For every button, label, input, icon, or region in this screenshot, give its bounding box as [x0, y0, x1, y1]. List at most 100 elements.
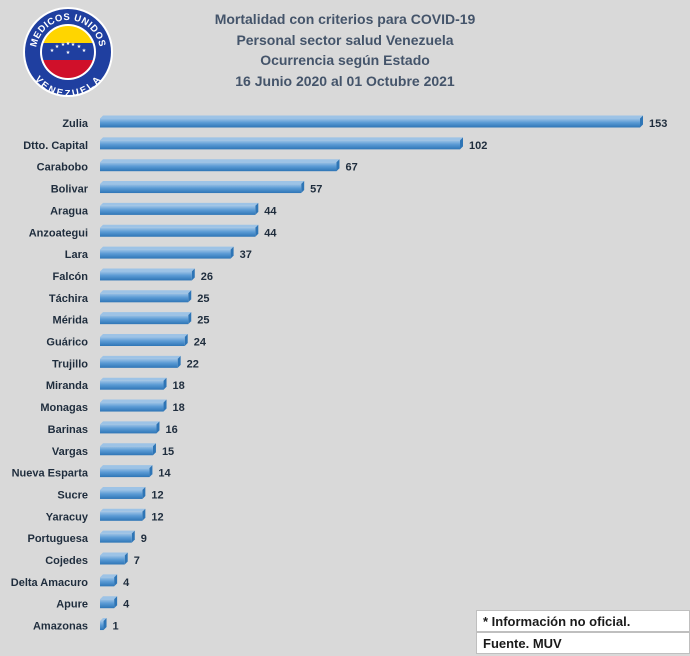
value-label: 14	[158, 468, 171, 480]
bar-side-face	[163, 399, 167, 412]
bar-side-face	[114, 574, 118, 587]
bar	[100, 533, 132, 543]
bar	[100, 337, 185, 346]
bar-group: Miranda 18	[46, 377, 185, 392]
category-label: Guárico	[46, 337, 88, 349]
bar-group: Carabobo 67	[37, 159, 358, 174]
value-label: 67	[345, 162, 357, 174]
bar-group: Amazonas 1	[33, 618, 119, 633]
bar-group: Bolivar 57	[51, 181, 322, 196]
category-label: Zulia	[62, 118, 89, 130]
bar-top-face	[100, 268, 195, 272]
medicos-unidos-logo: ★★ ★ ★ ★ ★ ★★ MEDICOS UNIDOS VENEZUELA	[23, 7, 113, 98]
value-label: 16	[165, 424, 177, 436]
bar-side-face	[301, 181, 305, 194]
bar	[100, 380, 164, 390]
bar-side-face	[156, 421, 160, 434]
bar-group: Monagas 18	[40, 399, 185, 414]
bar-top-face	[100, 137, 463, 141]
category-label: Aragua	[50, 205, 89, 217]
bar	[100, 402, 164, 412]
bar-top-face	[100, 486, 146, 490]
bar-side-face	[163, 377, 167, 390]
category-label: Delta Amacuro	[11, 577, 89, 589]
bar	[100, 140, 460, 150]
bar-top-face	[100, 334, 188, 337]
category-label: Bolivar	[51, 184, 89, 196]
bar-side-face	[177, 355, 181, 368]
bar	[100, 162, 337, 172]
disclaimer-note: * Información no oficial.	[476, 610, 690, 632]
category-label: Portuguesa	[27, 533, 88, 545]
bar-side-face	[142, 508, 146, 521]
bar-group: Táchira 25	[49, 290, 209, 305]
chart-title-line-2: Personal sector salud Venezuela	[236, 32, 454, 48]
bar-group: Dtto. Capital 102	[23, 137, 487, 152]
bar	[100, 555, 125, 565]
bar-side-face	[114, 596, 118, 609]
source-note: Fuente. MUV	[476, 632, 690, 654]
value-label: 37	[240, 249, 252, 261]
bar-group: Portuguesa 9	[27, 530, 147, 545]
bar-group: Aragua 44	[50, 202, 277, 217]
bar-top-face	[100, 574, 118, 578]
bar-top-face	[100, 377, 167, 381]
bar	[100, 599, 115, 609]
bar-group: Mérida 25	[53, 312, 209, 327]
bar	[100, 511, 143, 521]
value-label: 44	[264, 205, 277, 217]
bar-top-face	[100, 290, 192, 294]
bar	[100, 227, 256, 237]
bar	[100, 315, 189, 325]
category-label: Sucre	[57, 489, 88, 501]
bar-side-face	[103, 618, 107, 631]
category-label: Mérida	[53, 315, 89, 327]
bar-side-face	[640, 115, 643, 128]
bar-group: Zulia 153	[62, 115, 667, 130]
bar	[100, 621, 104, 631]
value-label: 4	[123, 577, 130, 589]
bar	[100, 446, 153, 456]
bar-group: Guárico 24	[46, 334, 207, 349]
bar-group: Sucre 12	[57, 486, 164, 501]
bar-group: Nueva Esparta 14	[12, 465, 172, 480]
bar-top-face	[100, 530, 135, 534]
bar-side-face	[142, 486, 146, 499]
bar-top-face	[100, 312, 192, 316]
bar-group: Delta Amacuro 4	[11, 574, 130, 589]
bar-top-face	[100, 399, 167, 403]
svg-text:★: ★	[55, 44, 60, 50]
category-label: Lara	[65, 249, 89, 261]
chart-title-line-1: Mortalidad con criterios para COVID-19	[214, 11, 476, 27]
category-label: Táchira	[49, 293, 89, 305]
value-label: 22	[187, 358, 199, 370]
bar	[100, 271, 192, 281]
bar-top-face	[100, 421, 160, 425]
svg-text:★: ★	[66, 50, 71, 56]
bar-top-face	[100, 596, 118, 600]
bar	[100, 249, 231, 259]
bar	[100, 424, 157, 434]
bar-side-face	[255, 224, 259, 237]
category-label: Barinas	[48, 424, 88, 436]
category-label: Cojedes	[45, 555, 88, 567]
bar-side-face	[131, 530, 135, 543]
bar-group: Cojedes 7	[45, 552, 140, 567]
value-label: 25	[197, 293, 209, 305]
chart-title-line-4: 16 Junio 2020 al 01 Octubre 2021	[235, 73, 455, 89]
category-label: Amazonas	[33, 621, 88, 633]
bar-top-face	[100, 181, 305, 185]
bar-top-face	[100, 115, 643, 119]
bar	[100, 205, 256, 215]
bar-side-face	[124, 552, 128, 565]
bar	[100, 118, 640, 128]
svg-text:★: ★	[71, 42, 76, 48]
bar-side-face	[255, 202, 259, 215]
bar-top-face	[100, 552, 128, 556]
category-label: Falcón	[53, 271, 89, 283]
svg-text:★: ★	[77, 44, 82, 50]
bar-top-face	[100, 465, 153, 469]
bar	[100, 489, 143, 499]
